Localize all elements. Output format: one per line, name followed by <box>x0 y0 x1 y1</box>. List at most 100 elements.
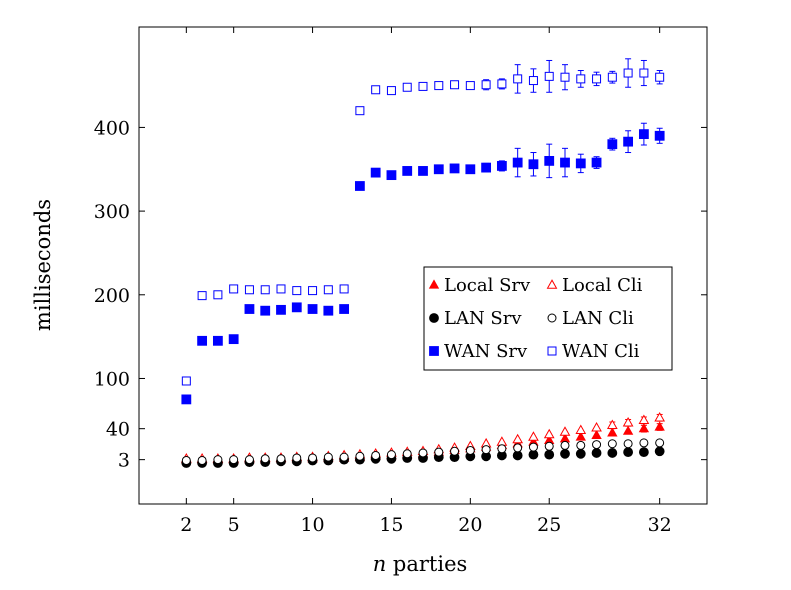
local-srv-point <box>654 421 665 431</box>
wan-srv-point <box>528 159 539 170</box>
lan-cli-point <box>244 455 254 465</box>
data-markers <box>180 68 666 468</box>
wan-srv-point <box>323 305 334 316</box>
local-cli-point <box>654 411 666 422</box>
wan-srv-point <box>654 130 665 141</box>
x-tick-label: 2 <box>180 514 192 536</box>
local-srv-point <box>591 429 602 439</box>
lan-cli-point <box>308 453 318 463</box>
wan-cli-point <box>260 285 270 295</box>
lan-srv-point <box>544 449 555 460</box>
legend-label-lan-cli: LAN Cli <box>562 308 634 329</box>
local-cli-point <box>528 431 539 441</box>
lan-srv-point <box>623 447 634 458</box>
wan-cli-point <box>213 290 223 300</box>
lan-cli-point <box>323 452 333 462</box>
wan-cli-point <box>371 85 381 95</box>
wan-cli-point <box>513 74 523 84</box>
lan-cli-point <box>607 439 617 449</box>
wan-cli-point <box>465 81 475 91</box>
lan-cli-point <box>560 440 570 450</box>
wan-cli-point <box>181 376 191 386</box>
y-axis: 3 40 100 200 300 400 <box>94 117 707 472</box>
wan-cli-point <box>623 68 633 78</box>
wan-srv-point <box>386 170 397 181</box>
wan-cli-point <box>592 74 602 84</box>
wan-cli-point <box>497 79 507 89</box>
lan-srv-point <box>591 448 602 458</box>
wan-srv-point <box>339 304 350 314</box>
wan-srv-point <box>560 157 570 168</box>
x-tick-label: 20 <box>458 514 482 536</box>
legend-marker-local-srv <box>428 279 440 289</box>
error-bars <box>185 58 663 464</box>
legend-label-local-srv: Local Srv <box>444 275 531 296</box>
wan-cli-point <box>402 82 412 92</box>
wan-cli-point <box>450 80 460 90</box>
lan-cli-point <box>450 446 460 456</box>
x-tick-label: 25 <box>537 514 561 536</box>
local-cli-point <box>622 417 634 427</box>
local-srv-point <box>638 423 650 433</box>
wan-srv-point <box>481 162 492 173</box>
y-tick-label: 100 <box>94 368 130 390</box>
wan-srv-point <box>402 166 413 176</box>
wan-cli-point <box>244 285 254 295</box>
wan-srv-point <box>370 167 381 178</box>
local-cli-point <box>591 422 602 432</box>
wan-cli-point <box>323 285 333 295</box>
lan-cli-point <box>292 453 302 463</box>
wan-cli-point <box>655 72 665 82</box>
wan-cli-point <box>481 80 491 90</box>
lan-cli-point <box>260 454 270 464</box>
lan-cli-point <box>402 449 412 459</box>
wan-srv-point <box>212 335 223 346</box>
wan-srv-point <box>244 304 255 314</box>
wan-cli-point <box>355 106 365 116</box>
wan-srv-point <box>291 302 302 313</box>
lan-cli-point <box>213 455 223 465</box>
legend-label-lan-srv: LAN Srv <box>444 308 522 329</box>
legend-marker-wan-cli <box>547 346 557 356</box>
lan-cli-point <box>371 450 381 460</box>
wan-cli-point <box>386 86 396 96</box>
plot-area <box>138 26 708 505</box>
wan-srv-point <box>607 139 618 150</box>
lan-cli-point <box>576 440 586 450</box>
y-tick-label: 400 <box>94 117 130 139</box>
wan-srv-point <box>354 181 365 191</box>
lan-cli-point <box>481 445 491 455</box>
legend-marker-lan-cli <box>547 313 557 323</box>
lan-cli-point <box>418 448 428 458</box>
lan-cli-point <box>229 455 239 465</box>
wan-srv-point <box>449 163 460 174</box>
lan-cli-point <box>339 452 349 462</box>
legend-label-wan-srv: WAN Srv <box>444 341 528 362</box>
lan-cli-point <box>276 454 286 464</box>
wan-cli-point <box>276 284 286 294</box>
y-axis-label: milliseconds <box>31 199 55 331</box>
wan-cli-point <box>229 284 239 294</box>
local-cli-point <box>512 433 524 444</box>
y-tick-label: 200 <box>94 285 130 307</box>
wan-cli-point <box>434 81 444 91</box>
wan-srv-point <box>623 136 634 147</box>
wan-cli-point <box>197 291 207 301</box>
lan-cli-point <box>355 451 365 461</box>
wan-srv-point <box>307 304 318 314</box>
lan-cli-point <box>623 439 633 449</box>
wan-cli-point <box>607 72 617 82</box>
local-cli-point <box>543 428 555 439</box>
wan-srv-point <box>418 166 428 176</box>
lan-srv-point <box>654 446 665 457</box>
lan-cli-point <box>465 445 475 455</box>
x-tick-label: 10 <box>300 514 324 536</box>
wan-cli-point <box>292 286 302 296</box>
wan-srv-point <box>512 157 523 168</box>
wan-srv-point <box>591 157 602 168</box>
x-axis-label: n parties <box>373 552 468 576</box>
x-axis: 2 5 10 15 20 25 32 <box>180 27 672 536</box>
x-tick-label: 15 <box>379 514 403 536</box>
local-cli-point <box>559 426 571 436</box>
x-tick-label: 5 <box>228 514 240 536</box>
